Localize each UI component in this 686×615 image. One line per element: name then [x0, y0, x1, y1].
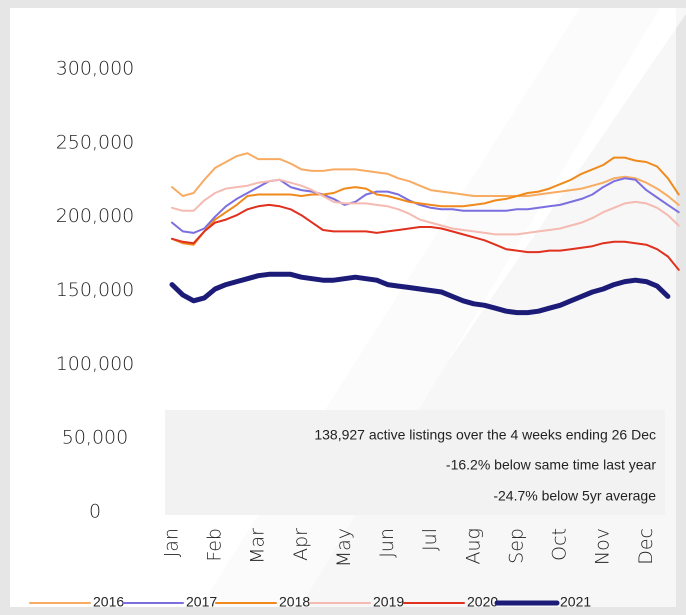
x-tick-label: Dec: [635, 528, 657, 565]
series-line: [171, 177, 680, 234]
legend-label: 2019: [373, 594, 404, 610]
x-tick-label: Jan: [161, 528, 183, 557]
legend-label: 2018: [279, 594, 310, 610]
series-line: [171, 178, 680, 236]
legend-label: 2016: [93, 594, 124, 610]
series-line: [171, 156, 680, 246]
series-line: [169, 271, 671, 316]
y-tick-label: 0: [89, 501, 101, 523]
x-tick-label: Apr: [290, 528, 312, 561]
y-tick-label: 50,000: [62, 427, 128, 449]
y-tick-label: 100,000: [56, 353, 135, 375]
series-line: [171, 152, 680, 206]
x-tick-label: Feb: [204, 528, 226, 562]
annotation-box: [165, 410, 665, 515]
legend-label: 2021: [560, 594, 591, 610]
annotation: -16.2% below same time last year: [446, 457, 656, 473]
y-tick-label: 250,000: [56, 131, 135, 153]
y-tick-label: 200,000: [56, 205, 135, 227]
x-tick-label: Mar: [247, 528, 269, 564]
y-tick-label: 300,000: [56, 58, 135, 80]
annotation: -24.7% below 5yr average: [493, 488, 656, 504]
x-tick-label: Oct: [549, 528, 571, 561]
x-tick-label: Jun: [376, 528, 398, 558]
x-tick-label: Jul: [419, 528, 441, 551]
legend-label: 2020: [467, 594, 498, 610]
x-tick-label: Sep: [505, 528, 527, 564]
x-tick-label: Nov: [592, 528, 614, 565]
y-tick-label: 150,000: [56, 279, 135, 301]
series-line: [171, 203, 680, 271]
x-tick-label: Aug: [462, 528, 484, 564]
legend-label: 2017: [186, 594, 217, 610]
annotation: 138,927 active listings over the 4 weeks…: [314, 427, 656, 443]
x-tick-label: May: [333, 528, 355, 567]
